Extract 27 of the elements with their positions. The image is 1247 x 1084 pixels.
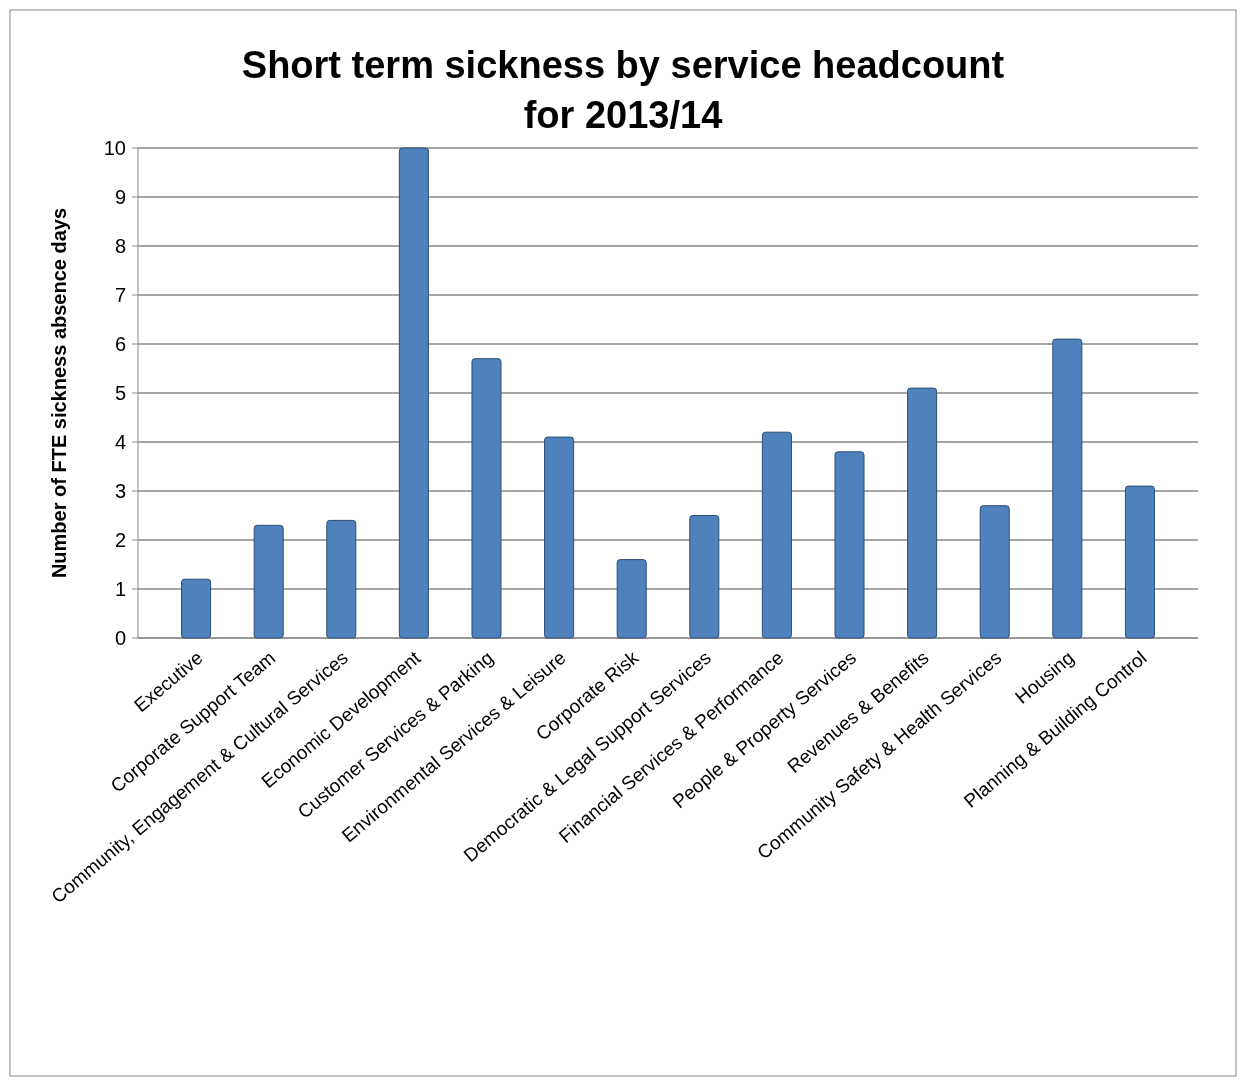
- bar: [471, 358, 502, 639]
- y-tick-label: 0: [114, 627, 126, 649]
- chart-title: Short term sickness by service headcount for 2013/14: [241, 44, 1005, 136]
- y-tick-label: 9: [114, 186, 126, 208]
- bar: [1124, 485, 1155, 639]
- y-tick-label: 8: [114, 235, 126, 257]
- y-axis-title: Number of FTE sickness absence days: [48, 207, 70, 579]
- bar: [834, 451, 865, 639]
- y-tick-label: 4: [114, 431, 126, 453]
- bar: [907, 387, 938, 639]
- bar: [326, 519, 357, 639]
- y-tick-label: 1: [114, 578, 126, 600]
- bar: [616, 559, 647, 639]
- y-tick-label: 6: [114, 333, 126, 355]
- bar: [398, 147, 429, 639]
- bar: [253, 524, 284, 639]
- y-tick-label: 2: [114, 529, 126, 551]
- y-tick-label: 10: [103, 137, 126, 159]
- bar: [181, 578, 212, 639]
- y-tick-label: 7: [114, 284, 126, 306]
- bar: [979, 505, 1010, 639]
- bar: [544, 436, 575, 639]
- bar: [1052, 338, 1083, 639]
- bar: [689, 515, 720, 639]
- y-tick-label: 3: [114, 480, 126, 502]
- bar: [761, 431, 792, 639]
- y-tick-label: 5: [114, 382, 126, 404]
